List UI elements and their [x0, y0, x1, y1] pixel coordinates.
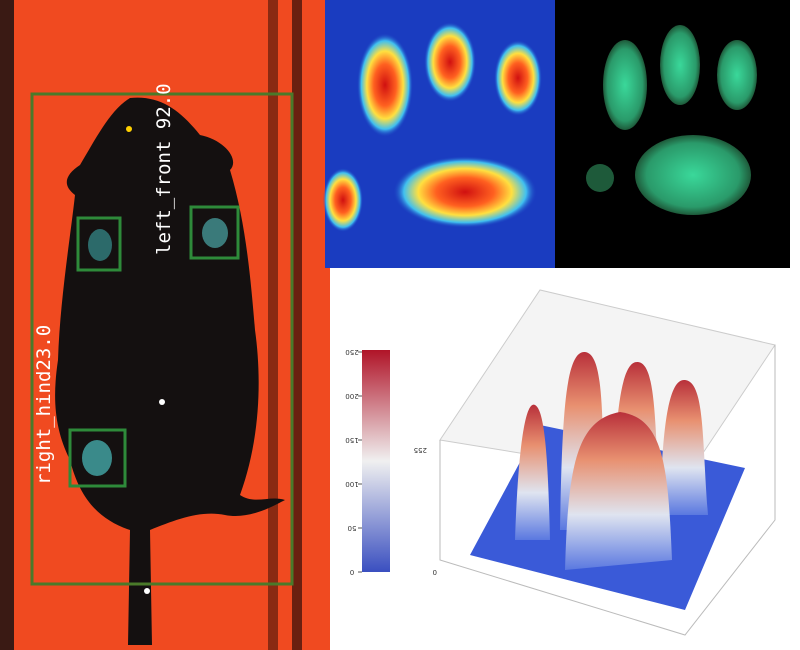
paw-box — [76, 216, 122, 272]
print-blob — [717, 40, 757, 110]
bounding-box — [30, 92, 294, 586]
rail — [0, 0, 14, 650]
print-blob — [635, 135, 751, 215]
colorbar-tick-label: 0 — [350, 568, 354, 576]
keypoint — [144, 588, 150, 594]
keypoint — [159, 399, 165, 405]
keypoint — [126, 126, 132, 132]
print-blob — [603, 40, 647, 130]
detection-label: left_front 92.0 — [153, 83, 175, 255]
paw-box — [189, 205, 240, 260]
paw — [202, 218, 228, 248]
rail — [268, 0, 278, 650]
heat-blob — [424, 22, 476, 102]
detection-label: right_hind23.0 — [33, 325, 55, 485]
heat-blob — [494, 40, 542, 116]
heat-blob — [393, 156, 537, 228]
surface-peak — [660, 379, 708, 515]
z-axis-label: 255 — [414, 446, 427, 454]
print-blob — [660, 25, 700, 105]
heat-blob — [323, 168, 363, 232]
plot-box — [439, 345, 776, 636]
paw — [88, 229, 112, 261]
paw-box — [68, 428, 127, 488]
paw — [82, 440, 112, 476]
colorbar-tick-label: 200 — [345, 392, 358, 400]
colorbar-tick-label: 150 — [345, 436, 358, 444]
colorbar: 0 50 100 150 200 250 — [345, 348, 390, 576]
z-axis-label: 0 — [433, 568, 437, 576]
colorbar-tick-label: 50 — [348, 524, 357, 532]
heat-blob — [357, 33, 413, 137]
colorbar-tick-label: 100 — [345, 480, 358, 488]
colorbar-tick-label: 250 — [345, 348, 358, 356]
colorbar-gradient — [362, 350, 390, 572]
surface-peak — [515, 404, 550, 540]
rail — [292, 0, 302, 650]
print-blob — [586, 164, 614, 192]
surface-peak — [565, 412, 672, 570]
